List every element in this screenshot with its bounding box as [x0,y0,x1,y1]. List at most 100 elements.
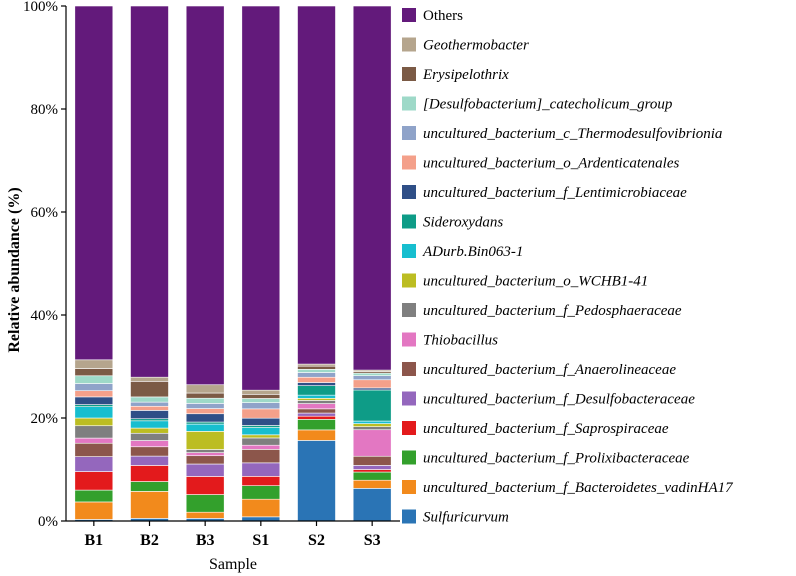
bar-segment-B3-15 [185,392,225,399]
y-tick-label: 0% [38,514,58,530]
legend-swatch [402,391,416,406]
y-axis: 0% 20% 40% 60% 80% 100% [23,0,67,530]
bar-segment-S2-2 [297,419,336,431]
legend-label: uncultured_bacterium_f_Anaerolineaceae [423,362,676,378]
legend-label: Geothermobacter [423,38,529,54]
x-axis: B1 B2 B3 S1 S2 S3 [66,520,400,549]
bar-segment-S2-0 [297,440,336,522]
bar-segment-S2-4 [297,412,336,417]
bar-segment-B1-14 [74,375,114,384]
legend-swatch [402,126,416,140]
bar-segment-S3-12 [352,379,392,389]
bar-segment-B2-15 [130,381,169,398]
bar-segment-S3-3 [352,469,392,473]
bar-segment-S3-1 [352,479,392,489]
x-tick-label-B1: B1 [84,532,103,549]
y-tick-label: 80% [31,102,59,118]
bar-segment-B2-5 [130,446,169,457]
bar-segment-S3-7 [352,426,392,431]
legend-label: Thiobacillus [423,333,498,349]
bar-segment-S1-0 [241,516,281,522]
bar-segment-B3-9 [185,423,225,432]
bar-segment-S2-7 [297,400,336,404]
bar-segment-S2-10 [297,385,336,396]
bar-segment-S3-8 [352,423,392,427]
bar-segment-B2-1 [130,491,169,519]
bar-segment-B1-1 [74,501,114,520]
bar-segment-S2-11 [297,382,336,386]
legend-swatch [402,332,416,347]
x-tick-label-S2: S2 [308,532,325,549]
bar-segment-S1-10 [241,425,281,428]
bar-segment-B1-6 [74,437,114,444]
bar-segment-S2-8 [297,398,336,401]
bar-segment-B3-14 [185,397,225,404]
x-tick-label-S3: S3 [364,532,381,549]
bar-segment-B1-9 [74,406,114,419]
bar-segment-S1-17 [241,5,281,391]
bar-segment-S1-5 [241,449,281,464]
bar-segment-S1-3 [241,476,281,486]
legend-label: uncultured_bacterium_f_Pedosphaeraceae [423,303,682,319]
y-tick-label: 60% [31,205,59,221]
bar-segment-S1-13 [241,402,281,410]
legend-label: uncultured_bacterium_f_Prolixibacteracea… [423,451,690,467]
bar-segment-B3-1 [185,511,225,519]
bar-segment-S2-3 [297,415,336,420]
bar-segment-B1-13 [74,383,114,392]
bar-segment-B3-11 [185,413,225,423]
bar-segment-B3-4 [185,463,225,477]
bar-segment-S3-4 [352,465,392,470]
bar-segment-S3-5 [352,455,392,466]
bar-segment-S1-12 [241,408,281,419]
bar-segment-S1-14 [241,398,281,403]
x-tick-label-B2: B2 [140,532,159,549]
legend-label: uncultured_bacterium_f_Saprospiraceae [423,421,669,437]
bar-segment-S2-6 [297,403,336,410]
legend-swatch [402,450,416,465]
legend-swatch [402,273,416,288]
bar-segment-B1-4 [74,456,114,472]
legend-label: uncultured_bacterium_o_Ardenticatenales [423,156,679,172]
bar-segment-S2-1 [297,429,336,441]
bar-segment-S1-6 [241,444,281,450]
bar-segment-B2-14 [130,396,169,403]
legend-label: uncultured_bacterium_f_Desulfobacteracea… [423,392,695,408]
bar-segment-B1-16 [74,359,114,369]
legend-label: ADurb.Bin063-1 [422,244,523,260]
bar-segment-B2-17 [130,5,169,378]
bar-segment-B3-5 [185,455,225,465]
legend-label: Others [423,8,463,24]
bar-segment-B1-15 [74,368,114,377]
legend-label: uncultured_bacterium_f_Lentimicrobiaceae [423,185,687,201]
bar-segment-B2-6 [130,440,169,448]
legend-swatch [402,421,416,435]
bar-segment-B3-17 [185,5,225,386]
bar-segment-B2-7 [130,432,169,441]
legend: Others Geothermobacter Erysipelothrix [Desu… [402,8,734,526]
bar-segment-B2-16 [130,376,169,382]
bar-segment-B2-11 [130,410,169,420]
bar-segment-B3-13 [185,403,225,409]
bar-segment-B3-8 [185,431,225,450]
legend-label: Erysipelothrix [422,67,509,83]
bar-segment-B3-3 [185,476,225,495]
bar-segment-S3-9 [352,420,392,424]
x-tick-label-B3: B3 [196,532,215,549]
bar-segment-B2-10 [130,418,169,422]
bar-segment-S1-1 [241,498,281,518]
legend-swatch [402,155,416,170]
bar-segment-S1-15 [241,394,281,399]
y-tick-label: 20% [31,411,59,427]
legend-swatch [402,509,416,524]
bar-segment-B1-3 [74,471,114,491]
bar-segment-S2-15 [297,365,336,370]
legend-swatch [402,8,416,22]
bar-segment-S3-13 [352,375,392,381]
bar-segment-B1-17 [74,5,114,361]
legend-swatch [402,214,416,229]
bar-segment-S3-17 [352,5,392,371]
y-tick-label: 100% [23,0,58,15]
bar-segment-S2-5 [297,408,336,414]
